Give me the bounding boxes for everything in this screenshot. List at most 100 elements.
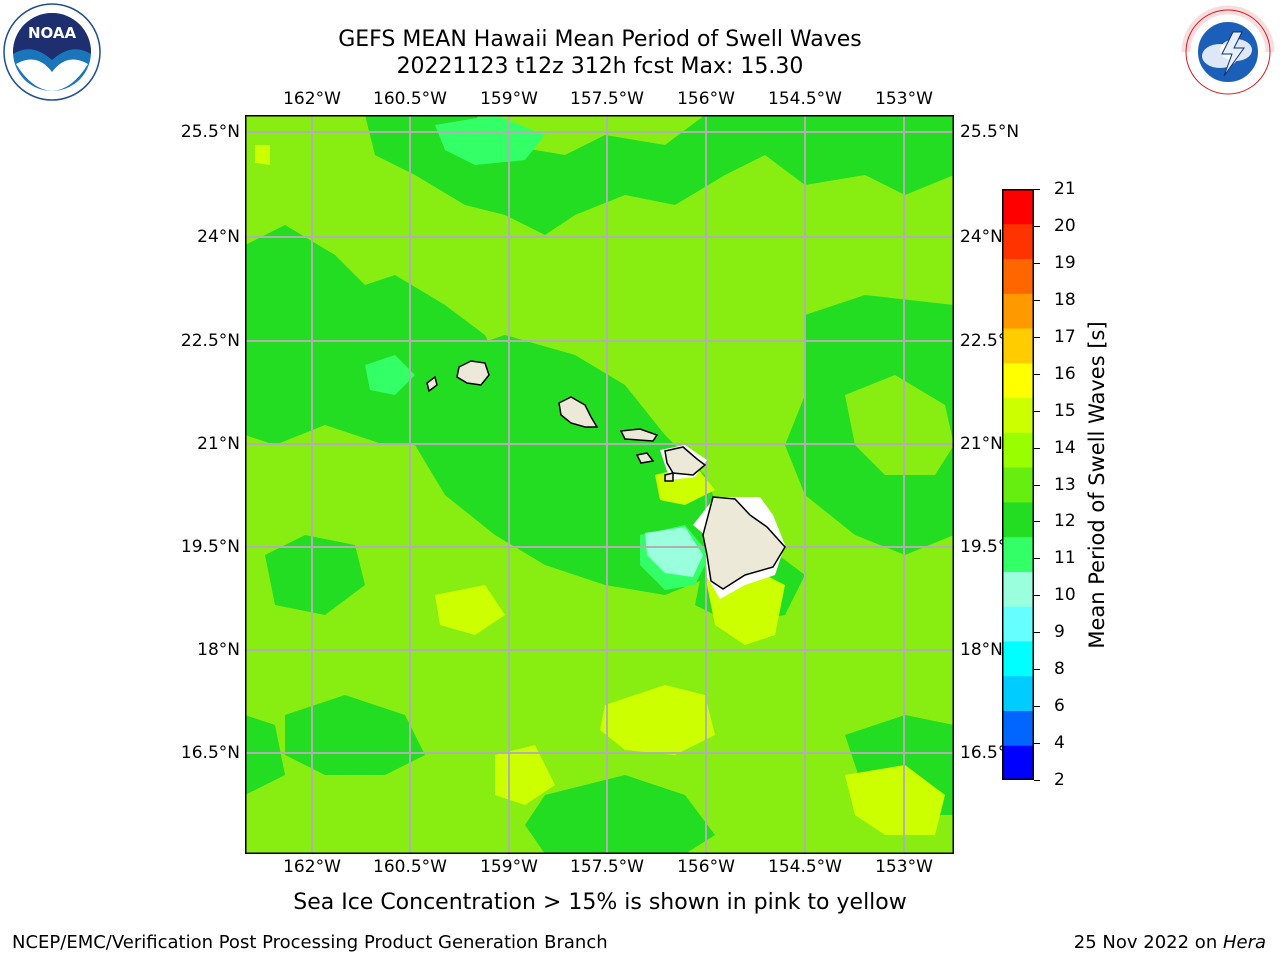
footer-machine: Hera [1222, 932, 1266, 953]
noaa-logo-text: NOAA [28, 24, 77, 42]
lat-label-left-2: 22.5°N [180, 331, 240, 351]
lat-label-right-3: 21°N [960, 434, 1003, 454]
footer-credit: NCEP/EMC/Verification Post Processing Pr… [12, 932, 608, 953]
lat-label-left-5: 18°N [197, 640, 240, 660]
colorbar-tick-label: 12 [1054, 511, 1076, 532]
colorbar-tick-label: 16 [1054, 363, 1076, 384]
footnote-text: Sea Ice Concentration > 15% is shown in … [293, 890, 907, 915]
island-big-island [702, 496, 786, 590]
lon-label-bottom-2: 159°W [480, 857, 538, 877]
colorbar-tick-label: 17 [1054, 326, 1076, 347]
graticule [245, 115, 954, 854]
colorbar-tick-label: 2 [1054, 770, 1065, 790]
map-subtitle: 20221123 t12z 312h fcst Max: 15.30 [396, 54, 804, 79]
colorbar-tick-mark [1034, 521, 1040, 523]
colorbar-tick-mark [1034, 780, 1040, 781]
colorbar-tick-mark [1034, 336, 1040, 338]
lon-label-top-1: 160.5°W [373, 89, 447, 109]
lat-label-left-0: 25.5°N [180, 122, 240, 142]
island-kahoolawe [664, 472, 674, 482]
lat-label-left-6: 16.5°N [180, 743, 240, 763]
colorbar-swatch [1002, 606, 1034, 642]
colorbar-swatch [1002, 745, 1034, 781]
island-molokai [619, 428, 659, 442]
colorbar-swatch [1002, 223, 1034, 260]
colorbar-tick-mark [1034, 669, 1040, 671]
colorbar-tick-label: 11 [1054, 548, 1076, 569]
colorbar-swatch [1002, 536, 1034, 572]
colorbar-tick-label: 13 [1054, 474, 1076, 495]
colorbar-tick-label: 20 [1054, 215, 1076, 236]
colorbar-swatches [1002, 189, 1034, 781]
map-title: GEFS MEAN Hawaii Mean Period of Swell Wa… [338, 27, 862, 52]
lon-label-top-6: 153°W [875, 89, 933, 109]
lon-label-bottom-1: 160.5°W [373, 857, 447, 877]
island-lanai [635, 452, 655, 464]
lat-label-right-1: 24°N [960, 227, 1003, 247]
lat-label-left-4: 19.5°N [180, 537, 240, 557]
colorbar-border [1002, 189, 1034, 780]
lon-label-bottom-3: 157.5°W [570, 857, 644, 877]
colorbar-tick-label: 14 [1054, 437, 1076, 458]
colorbar-swatch [1002, 397, 1034, 433]
colorbar [1002, 189, 1034, 781]
colorbar-tick-label: 18 [1054, 289, 1076, 310]
map-panel [245, 115, 954, 854]
lon-label-top-4: 156°W [677, 89, 735, 109]
colorbar-tick-label: 15 [1054, 400, 1076, 421]
swell-region-9-10 [645, 527, 703, 577]
colorbar-tick-mark [1034, 632, 1040, 634]
lon-label-top-2: 159°W [480, 89, 538, 109]
colorbar-swatch [1002, 432, 1034, 468]
colorbar-tick-mark [1034, 299, 1040, 301]
colorbar-tick-mark [1034, 558, 1040, 560]
colorbar-swatch [1002, 328, 1034, 364]
colorbar-swatch [1002, 571, 1034, 607]
footer-date-text: 25 Nov 2022 on [1073, 932, 1223, 953]
colorbar-swatch [1002, 501, 1034, 538]
lon-label-top-0: 162°W [283, 89, 341, 109]
lat-label-right-5: 18°N [960, 640, 1003, 660]
lon-label-bottom-5: 154.5°W [768, 857, 842, 877]
map-frame [245, 115, 954, 854]
colorbar-tick-mark [1034, 484, 1040, 486]
footer-date: 25 Nov 2022 on Hera [1074, 932, 1266, 953]
hawaiian-islands [426, 360, 786, 599]
colorbar-tick-mark [1034, 262, 1040, 264]
island-maui [664, 446, 707, 476]
colorbar-tick-mark [1034, 447, 1040, 449]
noaa-logo: NOAA [2, 2, 102, 102]
colorbar-swatch [1002, 640, 1034, 677]
colorbar-swatch [1002, 467, 1034, 503]
colorbar-swatch [1002, 362, 1034, 399]
colorbar-swatch [1002, 293, 1034, 329]
colorbar-tick-label: 8 [1054, 659, 1065, 680]
colorbar-tick-mark [1034, 225, 1040, 227]
colorbar-label: Mean Period of Swell Waves [s] [1085, 321, 1109, 649]
island-kauai [456, 360, 490, 386]
colorbar-swatch [1002, 710, 1034, 746]
lat-label-left-1: 24°N [197, 227, 240, 247]
lat-label-left-3: 21°N [197, 434, 240, 454]
colorbar-tick-label: 9 [1054, 622, 1065, 643]
lat-label-right-0: 25.5°N [960, 122, 1020, 142]
island-niihau [426, 375, 438, 393]
colorbar-tick-mark [1034, 706, 1040, 708]
colorbar-swatch [1002, 189, 1034, 225]
colorbar-tick-mark [1034, 410, 1040, 412]
colorbar-tick-mark [1034, 743, 1040, 745]
colorbar-tick-label: 4 [1054, 733, 1065, 754]
nws-logo [1178, 2, 1278, 102]
colorbar-tick-mark [1034, 595, 1040, 597]
colorbar-tick-label: 10 [1054, 585, 1076, 606]
colorbar-tick-mark [1034, 373, 1040, 375]
colorbar-tick-mark [1034, 189, 1040, 190]
colorbar-tick-label: 6 [1054, 696, 1065, 717]
lon-label-bottom-4: 156°W [677, 857, 735, 877]
lon-label-top-3: 157.5°W [570, 89, 644, 109]
colorbar-swatch [1002, 258, 1034, 294]
footnote: Sea Ice Concentration > 15% is shown in … [0, 890, 1280, 915]
island-oahu [558, 396, 599, 428]
lon-label-bottom-0: 162°W [283, 857, 341, 877]
colorbar-tick-label: 21 [1054, 179, 1076, 199]
